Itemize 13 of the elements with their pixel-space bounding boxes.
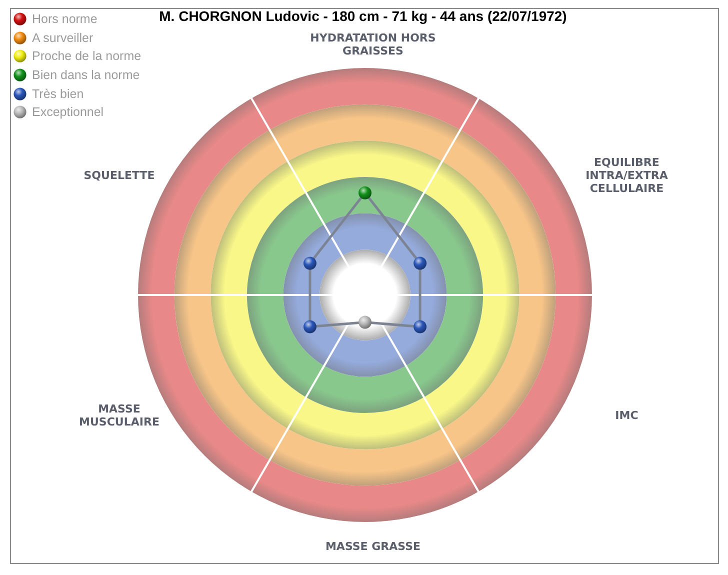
spoke-label: MASSE MUSCULAIRE	[79, 402, 160, 428]
legend-label: Exceptionnel	[32, 105, 104, 120]
legend-label: Bien dans la norme	[32, 68, 140, 82]
spoke-label: MASSE GRASSE	[325, 540, 421, 552]
spoke-label: HYDRATATION HORS GRAISSES	[310, 31, 436, 57]
chart-title: M. CHORGNON Ludovic - 180 cm - 71 kg - 44 ans (22/07/1972)	[159, 8, 567, 24]
spoke-label: EQUILIBRE INTRA/EXTRA CELLULAIRE	[586, 156, 668, 194]
legend-label: Très bien	[32, 86, 84, 101]
legend-label: Hors norme	[32, 12, 98, 26]
legend-label: Proche de la norme	[32, 49, 142, 64]
spoke-label: IMC	[615, 408, 638, 422]
spoke-label: SQUELETTE	[84, 168, 155, 182]
legend-label: A surveiller	[32, 30, 94, 45]
